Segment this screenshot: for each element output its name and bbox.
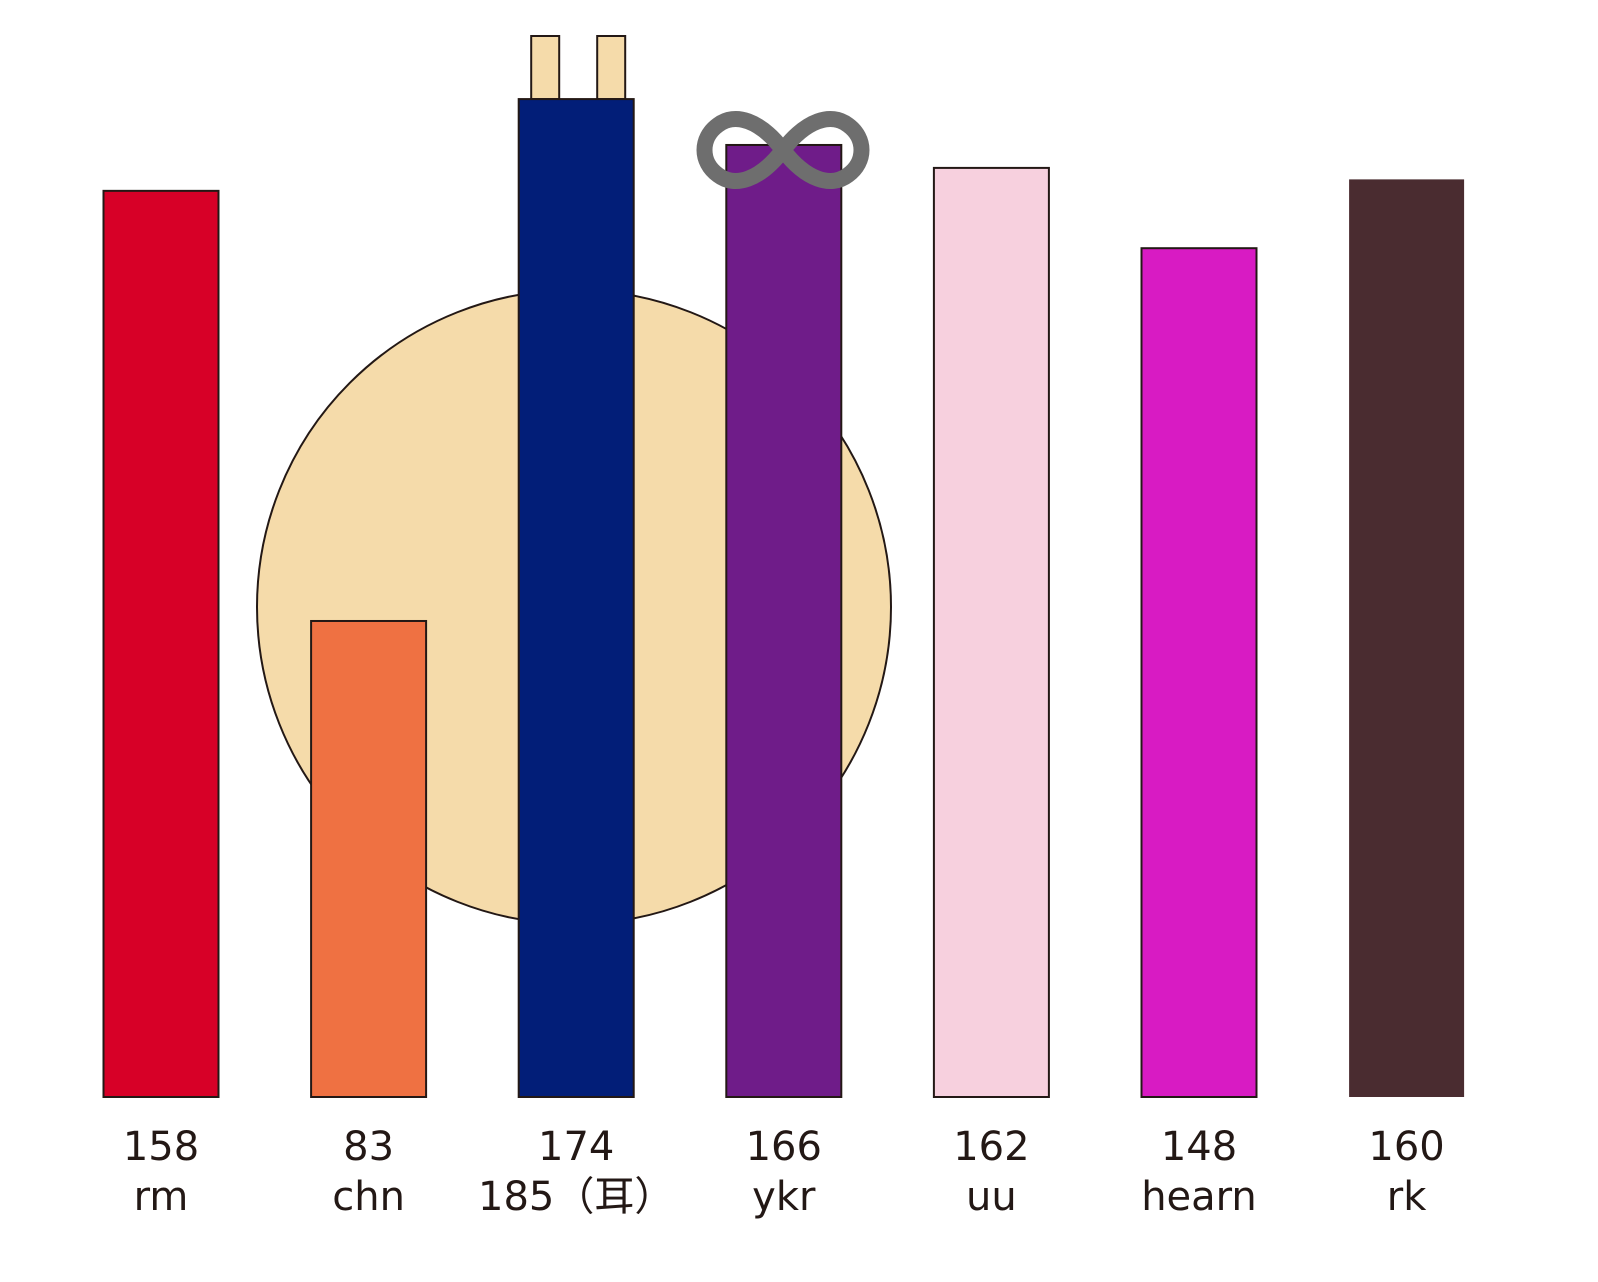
value-label: 162 bbox=[953, 1124, 1029, 1170]
ear bbox=[530, 35, 561, 101]
bar bbox=[310, 619, 428, 1098]
bar bbox=[1349, 179, 1465, 1098]
value-label: 166 bbox=[746, 1124, 822, 1170]
ear-value-label: 185（耳） bbox=[478, 1174, 674, 1220]
value-label: 83 bbox=[343, 1124, 394, 1170]
bar bbox=[932, 166, 1050, 1099]
ear bbox=[596, 35, 627, 101]
category-label: rm bbox=[134, 1174, 189, 1220]
category-label: hearn bbox=[1141, 1174, 1257, 1220]
bar bbox=[725, 143, 843, 1098]
value-label: 160 bbox=[1368, 1124, 1444, 1170]
bar bbox=[1140, 247, 1258, 1098]
value-label: 148 bbox=[1161, 1124, 1237, 1170]
infinity-icon bbox=[696, 111, 870, 189]
value-label: 158 bbox=[123, 1124, 199, 1170]
bar bbox=[517, 98, 635, 1098]
category-label: chn bbox=[332, 1174, 405, 1220]
category-label: ykr bbox=[752, 1174, 816, 1220]
value-label: 174 bbox=[538, 1124, 614, 1170]
bar bbox=[102, 189, 220, 1099]
category-label: uu bbox=[966, 1174, 1017, 1220]
category-label: rk bbox=[1387, 1174, 1427, 1220]
